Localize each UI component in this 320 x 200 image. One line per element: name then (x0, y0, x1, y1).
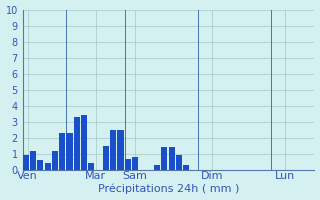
X-axis label: Précipitations 24h ( mm ): Précipitations 24h ( mm ) (98, 184, 239, 194)
Bar (110, 130, 116, 170)
Bar (169, 147, 175, 170)
Bar (30, 151, 36, 170)
Bar (132, 157, 138, 170)
Bar (67, 133, 73, 170)
Bar (125, 159, 131, 170)
Bar (37, 160, 43, 170)
Bar (44, 163, 51, 170)
Bar (74, 117, 80, 170)
Bar (81, 115, 87, 170)
Bar (52, 151, 58, 170)
Bar (161, 147, 167, 170)
Bar (59, 133, 65, 170)
Bar (154, 165, 160, 170)
Bar (183, 165, 189, 170)
Bar (88, 163, 94, 170)
Bar (103, 146, 109, 170)
Bar (23, 155, 29, 170)
Bar (117, 130, 124, 170)
Bar (176, 155, 182, 170)
